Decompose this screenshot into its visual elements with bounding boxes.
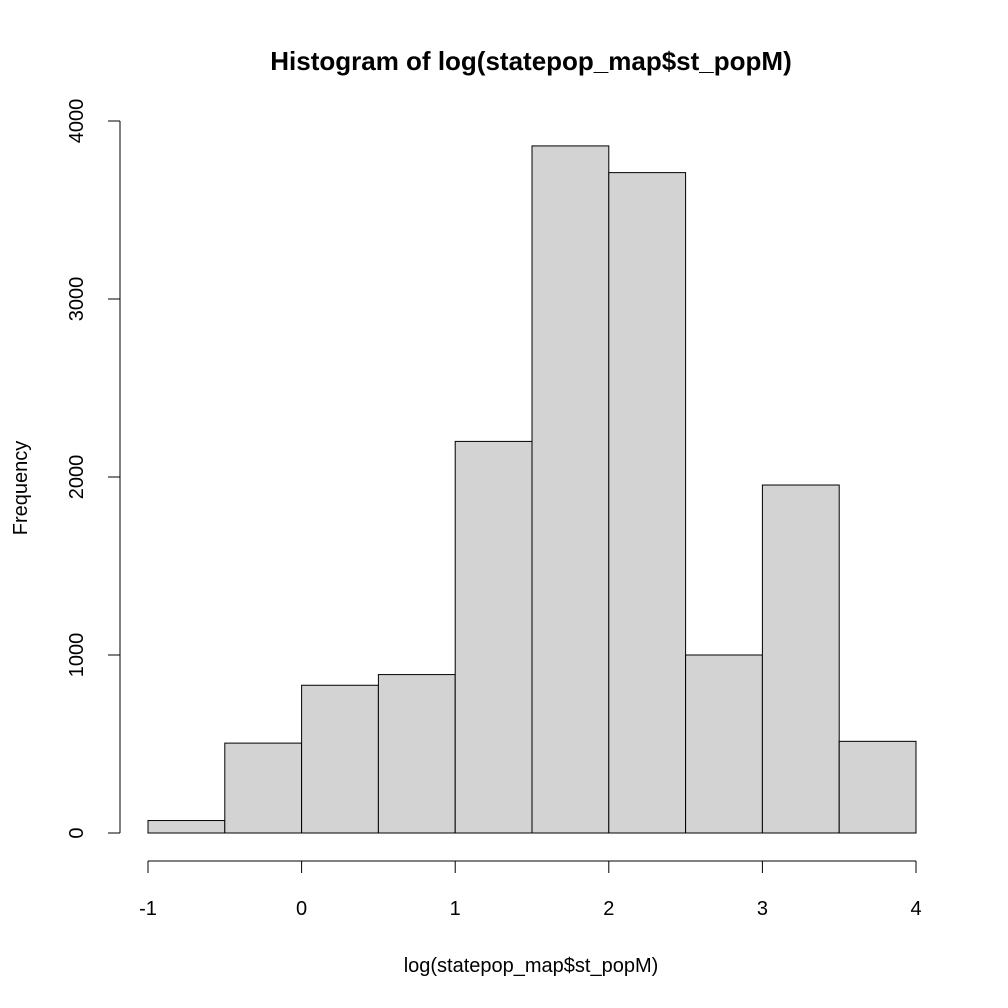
y-tick-label: 3000 [66,277,88,322]
histogram-bar-5 [531,145,610,834]
x-tick-label: 3 [757,898,768,920]
x-axis-label: log(statepop_map$st_popM) [404,955,659,977]
x-axis: -1 0 1 2 3 4 [139,860,922,920]
histogram-bar-7 [685,654,763,834]
x-tick-label: 0 [296,898,307,920]
histogram-bar-4 [454,440,533,834]
x-tick-label: 1 [450,898,461,920]
x-tick-label: -1 [139,898,157,920]
histogram-bar-9 [838,740,917,834]
bars-group [147,145,917,834]
y-tick-label: 1000 [66,633,88,678]
histogram-bar-8 [761,484,840,834]
y-tick-label: 2000 [66,455,88,500]
y-tick-label: 4000 [66,99,88,144]
histogram-bar-6 [608,172,687,834]
x-tick-label: 4 [910,898,921,920]
y-axis-label: Frequency [10,441,32,536]
histogram-bar-2 [301,684,379,834]
histogram-bar-3 [377,674,456,834]
x-tick-label: 2 [603,898,614,920]
y-axis: 0 1000 2000 3000 4000 [66,99,121,839]
y-tick-label: 0 [66,827,88,838]
chart-title: Histogram of log(statepop_map$st_popM) [270,46,791,76]
histogram-bar-0 [147,820,226,834]
histogram-bar-1 [224,742,303,834]
